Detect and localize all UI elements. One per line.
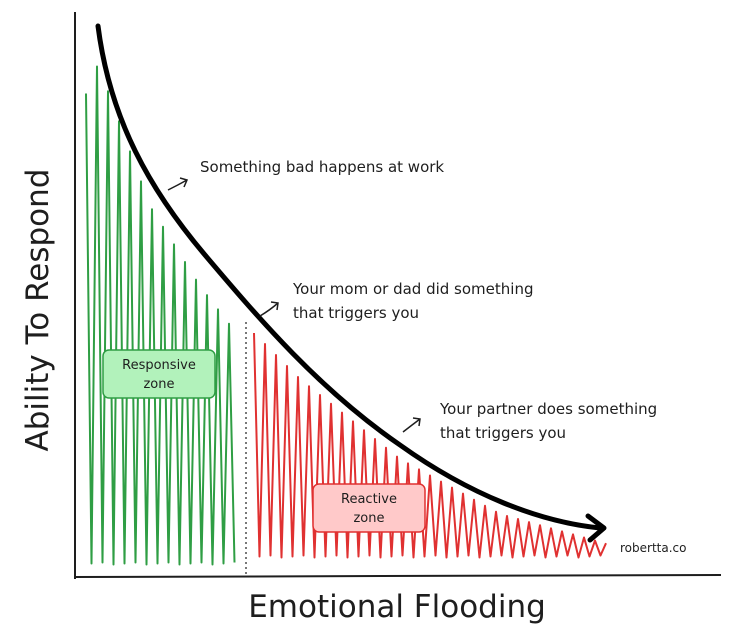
zone-box — [312, 483, 426, 533]
zone-hatching — [85, 65, 236, 566]
x-axis-label: Emotional Flooding — [248, 589, 546, 625]
credit: robertta.co — [620, 541, 686, 555]
annotation-arrow — [259, 301, 279, 317]
x-axis — [73, 574, 722, 578]
annotation: Your partner does something — [439, 400, 657, 418]
annotation-arrow — [167, 177, 189, 191]
zone-label: Reactive — [341, 492, 397, 507]
annotation: Something bad happens at work — [200, 158, 444, 176]
zone-box — [102, 349, 216, 399]
zone-label: zone — [143, 377, 174, 392]
annotation: that triggers you — [293, 304, 419, 322]
annotation-arrow — [402, 417, 421, 433]
y-axis-label: Ability To Respond — [20, 169, 56, 452]
annotation: Your mom or dad did something — [292, 280, 533, 298]
curve-arrowhead — [585, 513, 607, 543]
curve — [95, 23, 603, 531]
zone-label: Responsive — [122, 358, 196, 373]
zone-label: zone — [353, 511, 384, 526]
annotation: that triggers you — [440, 424, 566, 442]
